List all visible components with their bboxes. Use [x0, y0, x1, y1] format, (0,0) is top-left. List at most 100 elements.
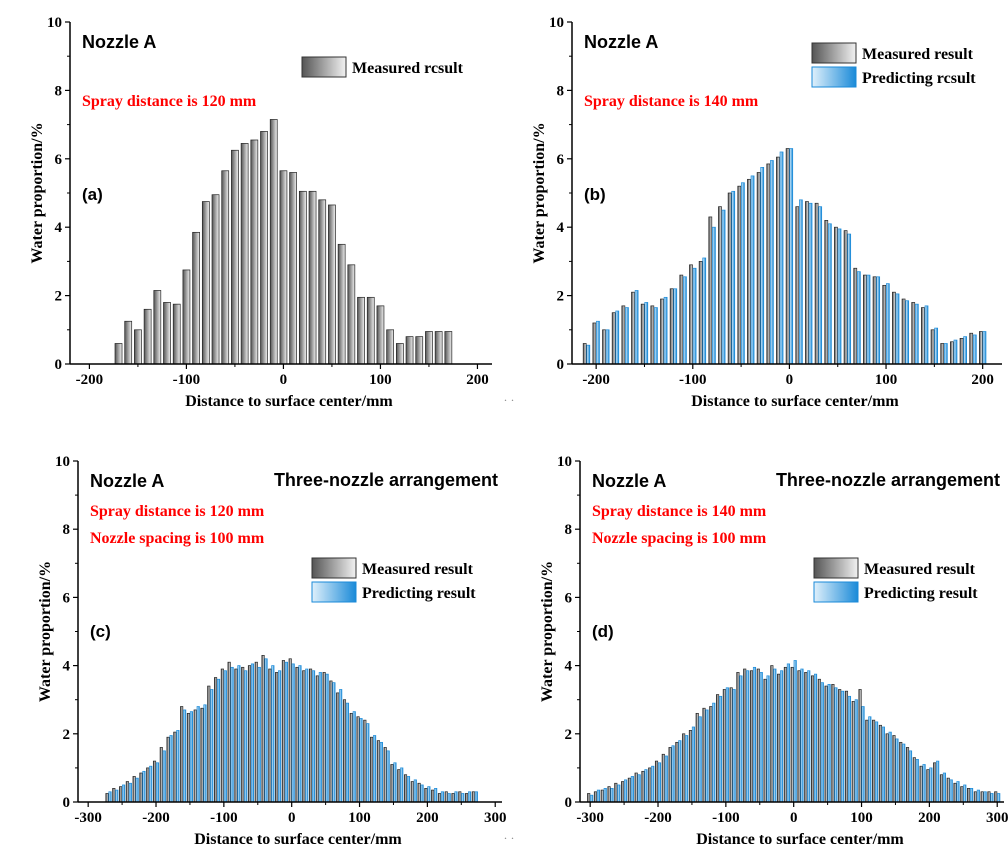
bar-b-s1-15	[727, 192, 732, 365]
annotation-c-1: Nozzle spacing is 100 mm	[90, 530, 265, 547]
bar-b-s2-28	[857, 271, 861, 365]
bar-c-s1-20	[241, 666, 245, 803]
bar-d-s2-58	[983, 791, 987, 803]
bar-d-s1-17	[702, 707, 706, 803]
x-tick-label-c-100: 100	[348, 810, 371, 826]
x-tick-label-c-300: 300	[484, 810, 507, 826]
bar-d-s1-23	[743, 668, 747, 803]
bar-b-s2-5	[634, 290, 639, 365]
bar-c-s1-16	[214, 677, 218, 803]
bar-b-s2-14	[721, 209, 726, 365]
bar-c-s1-6	[146, 767, 150, 803]
bar-d-s1-53	[946, 777, 950, 803]
bar-c-s1-22	[254, 661, 258, 803]
bar-d-s2-0	[590, 794, 594, 803]
bar-b-s1-7	[650, 305, 655, 365]
bar-d-s2-3	[610, 788, 614, 803]
bar-c-s1-41	[383, 747, 387, 803]
bar-c-s1-1	[112, 788, 116, 803]
bar-a-s1-10	[211, 194, 220, 365]
legend-label-d-0: Measured result	[864, 561, 976, 578]
bar-d-s1-44	[885, 733, 889, 803]
bar-d-s2-31	[800, 668, 804, 803]
x-tick-label-a-200: 200	[466, 372, 489, 388]
separator-dots-bottom: · ·	[504, 831, 515, 845]
legend-label-a-0: Measured rcsult	[352, 60, 464, 77]
bar-d-s2-48	[915, 759, 919, 803]
bar-c-s1-44	[403, 774, 408, 803]
bar-c-s1-30	[309, 668, 313, 803]
bar-d-s1-5	[621, 781, 625, 803]
x-tick-label-d--100: -100	[712, 810, 740, 826]
bar-b-s2-27	[847, 233, 852, 365]
bar-d-s1-19	[716, 694, 720, 803]
annotation-a-0: Spray distance is 120 mm	[82, 93, 257, 110]
bar-d-s1-31	[797, 670, 801, 803]
y-axis-title-d: Water proportion/%	[539, 561, 556, 702]
bar-d-s1-29	[783, 666, 787, 803]
bar-d-s1-32	[804, 672, 808, 803]
bar-b-s2-38	[953, 339, 958, 365]
bar-c-s2-23	[264, 658, 268, 803]
bar-c-s2-3	[128, 782, 132, 803]
bar-a-s1-4	[153, 290, 162, 365]
bar-c-s1-51	[451, 793, 455, 803]
x-tick-label-b-100: 100	[875, 372, 898, 388]
legend-swatch-b-1	[811, 66, 857, 88]
bar-d-s2-5	[624, 779, 628, 803]
bar-d-s1-7	[634, 772, 638, 803]
chart-panel-b: 0 2 4 6 8 10 -200 -100 0 100 200 Distance to surfac…	[531, 15, 1002, 410]
bar-c-s1-24	[268, 668, 272, 803]
bar-d-s2-20	[725, 687, 729, 803]
bar-c-s2-10	[176, 730, 180, 803]
panel-label-a: (a)	[82, 185, 103, 204]
bar-b-s1-32	[892, 291, 896, 365]
bar-a-s1-28	[386, 329, 394, 365]
bar-c-s1-11	[180, 706, 184, 803]
bar-c-s2-53	[468, 791, 472, 803]
legend-label-d-1: Predicting result	[864, 585, 978, 602]
y-tick-label-d-2: 2	[565, 727, 573, 743]
bar-c-s2-27	[291, 663, 295, 803]
x-tick-label-b-200: 200	[971, 372, 994, 388]
bar-a-s1-12	[231, 149, 239, 365]
annotation-d-1: Nozzle spacing is 100 mm	[592, 530, 767, 547]
bar-c-s1-13	[193, 709, 197, 803]
bar-b-s2-0	[586, 344, 591, 365]
bar-d-s2-21	[732, 689, 736, 803]
bar-d-s1-52	[939, 774, 943, 803]
bar-b-s2-12	[702, 257, 707, 365]
bar-a-s1-6	[172, 303, 181, 365]
bar-c-s1-53	[465, 793, 469, 803]
bar-d-s2-46	[902, 743, 906, 803]
bar-d-s1-6	[627, 777, 631, 803]
bar-d-s2-26	[766, 675, 770, 803]
x-tick-label-d-100: 100	[850, 810, 873, 826]
bar-d-s1-26	[763, 678, 767, 803]
x-tick-label-a-0: 0	[280, 372, 288, 388]
bar-d-s2-29	[786, 663, 790, 803]
bar-a-s1-7	[182, 269, 191, 365]
y-tick-label-b-4: 4	[557, 220, 565, 236]
bar-b-s1-34	[911, 302, 916, 365]
bar-c-s2-50	[447, 793, 451, 803]
bar-b-s2-40	[972, 334, 977, 365]
bar-c-s2-5	[142, 770, 146, 803]
legend-swatch-b-0	[811, 42, 857, 64]
bar-d-s1-47	[905, 747, 910, 803]
bar-d-s2-51	[936, 760, 940, 803]
bar-b-s2-16	[741, 182, 745, 365]
bar-a-s1-19	[298, 190, 307, 365]
annotation-d-0: Spray distance is 140 mm	[592, 503, 767, 520]
bar-c-s1-47	[424, 788, 428, 803]
y-tick-label-a-8: 8	[55, 83, 63, 99]
y-axis-title-b: Water proportion/%	[531, 122, 548, 263]
bar-c-s2-41	[386, 750, 390, 803]
bar-d-s2-7	[637, 774, 641, 803]
bar-d-s1-41	[865, 719, 869, 803]
x-tick-label-b-0: 0	[786, 372, 794, 388]
bar-d-s2-19	[719, 695, 723, 803]
bar-d-s2-15	[691, 726, 695, 803]
bar-d-s2-23	[746, 670, 750, 803]
bar-b-s1-11	[689, 264, 693, 365]
